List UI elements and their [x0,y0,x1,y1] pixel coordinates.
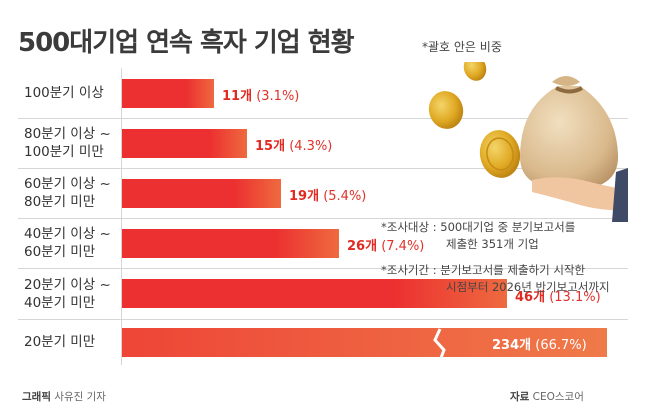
bar [122,128,247,158]
survey-period-line2: 시점부터 2026년 반기보고서까지 [446,280,610,294]
source-credit-name: CEO스코어 [532,391,584,403]
graphic-credit: 그래픽 사유진 기자 [22,389,106,404]
category-label: 100분기 이상 [24,85,104,101]
money-bag-icon [428,62,628,222]
axis-break-mark [433,328,446,367]
data-label: 234개 (66.7%) [492,338,587,353]
chart-frame [18,68,628,365]
share-note: *괄호 안은 비중 [422,40,502,54]
data-label: 26개 (7.4%) [347,239,425,254]
bar [122,178,281,208]
row-separator [18,118,628,119]
source-credit: 자료 CEO스코어 [510,389,584,404]
bar [122,327,607,357]
row-separator [18,268,628,269]
row-separator [18,218,628,219]
category-label: 80분기 이상 ~100분기 미만 [24,126,111,160]
row-separator [18,319,628,320]
survey-period-line1: *조사기간 : 분기보고서를 제출하기 시작한 [381,263,586,277]
category-label: 40분기 이상 ~60분기 미만 [24,226,111,260]
bar [122,279,507,308]
page-title: 500대기업 연속 흑자 기업 현황 [18,28,355,58]
bar [122,228,339,258]
row-separator [18,168,628,169]
survey-subject-line1: *조사대상 : 500대기업 중 분기보고서를 [381,220,576,234]
data-label: 46개 (13.1%) [515,289,601,305]
source-credit-label: 자료 [510,391,530,403]
category-label: 20분기 미만 [24,334,96,350]
survey-subject-line2: 제출한 351개 기업 [446,237,539,251]
category-label: 60분기 이상 ~80분기 미만 [24,176,111,210]
graphic-credit-label: 그래픽 [22,391,51,403]
data-label: 11개 (3.1%) [222,89,300,104]
bar [122,78,214,108]
graphic-credit-author: 사유진 기자 [54,391,106,403]
category-divider [121,68,122,365]
data-label: 15개 (4.3%) [255,139,333,154]
category-label: 20분기 이상 ~40분기 미만 [24,276,111,311]
data-label: 19개 (5.4%) [289,189,367,204]
